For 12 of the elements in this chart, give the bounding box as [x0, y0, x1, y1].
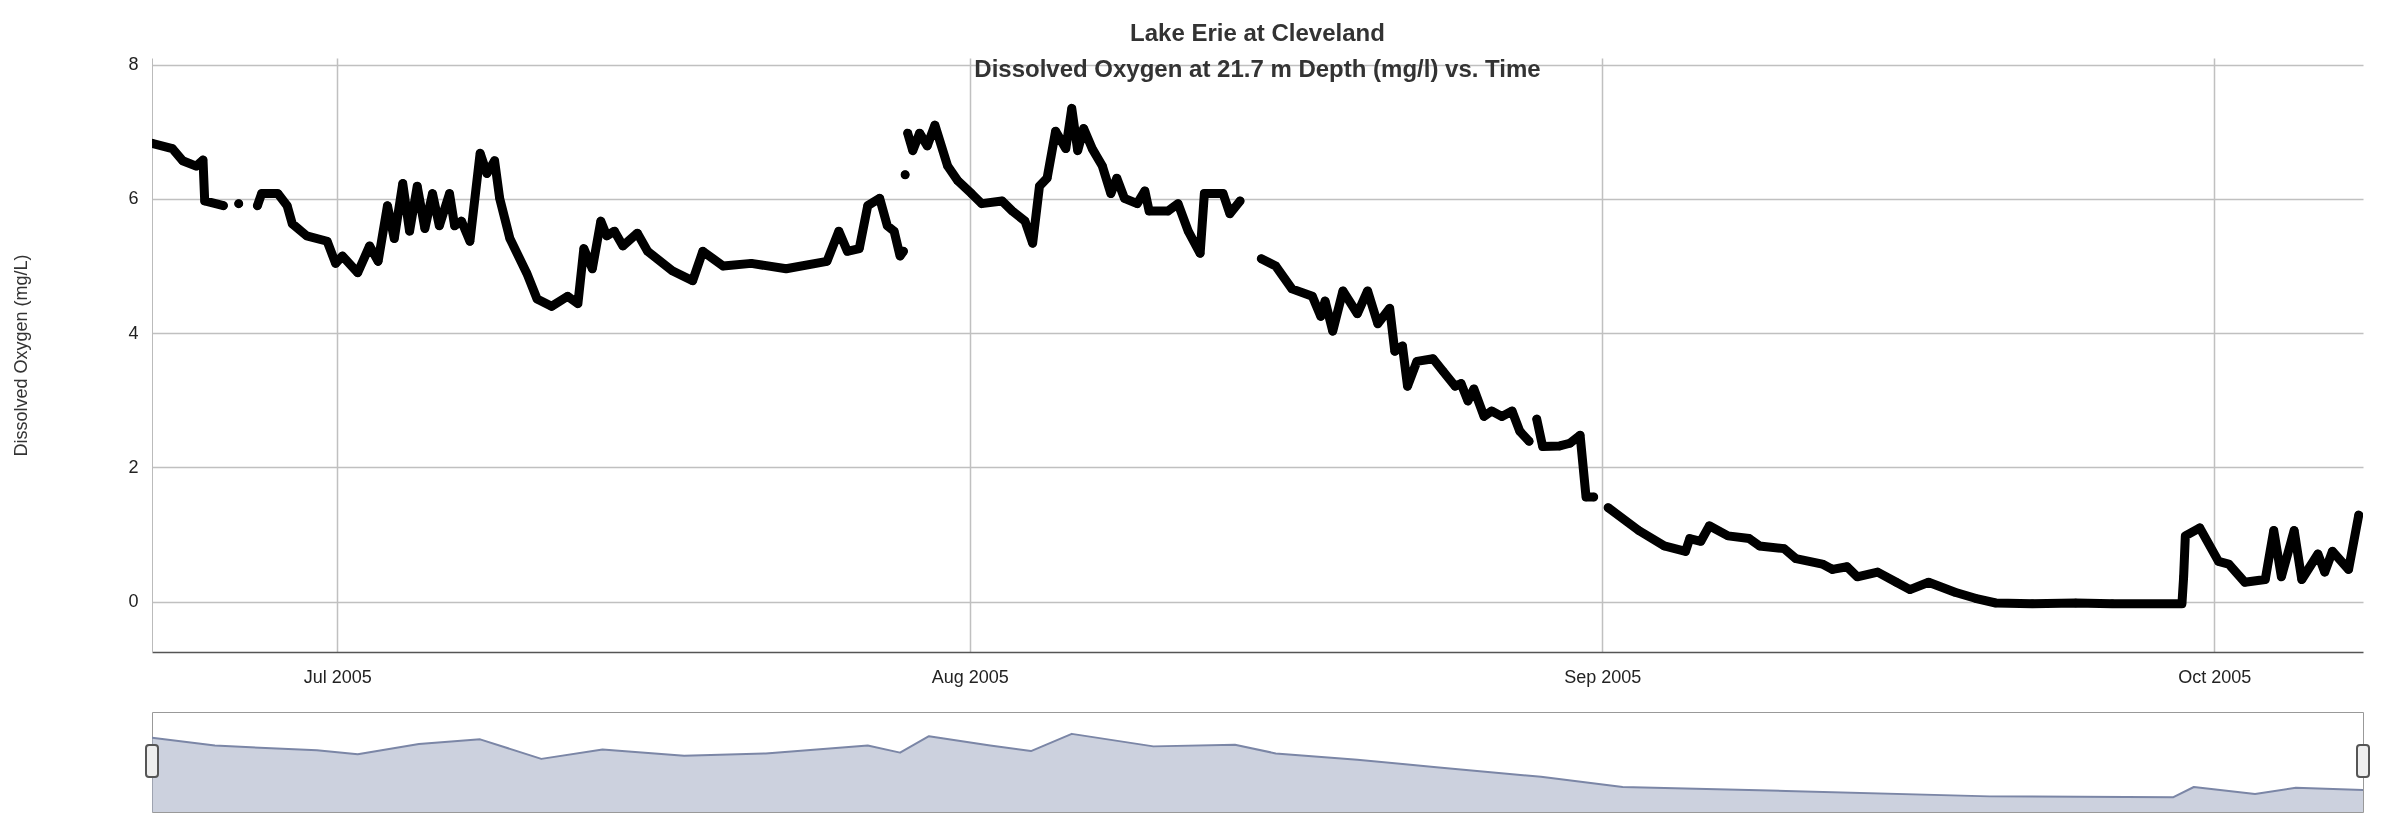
- y-tick-label: 0: [128, 591, 139, 612]
- chart-subtitle: Dissolved Oxygen at 21.7 m Depth (mg/l) vs. Time: [974, 54, 1541, 82]
- x-tick-label: Oct 2005: [2178, 666, 2252, 687]
- x-tick-label: Aug 2005: [931, 666, 1009, 687]
- y-tick-label: 6: [128, 188, 139, 209]
- y-tick-label: 8: [128, 54, 139, 75]
- x-tick-label: Sep 2005: [1564, 666, 1642, 687]
- chart-title: Lake Erie at Cleveland: [1130, 18, 1385, 46]
- y-axis-title: Dissolved Oxygen (mg/L): [10, 254, 31, 457]
- x-tick-label: Jul 2005: [303, 666, 372, 687]
- y-tick-label: 4: [128, 322, 139, 343]
- y-tick-label: 2: [128, 456, 139, 477]
